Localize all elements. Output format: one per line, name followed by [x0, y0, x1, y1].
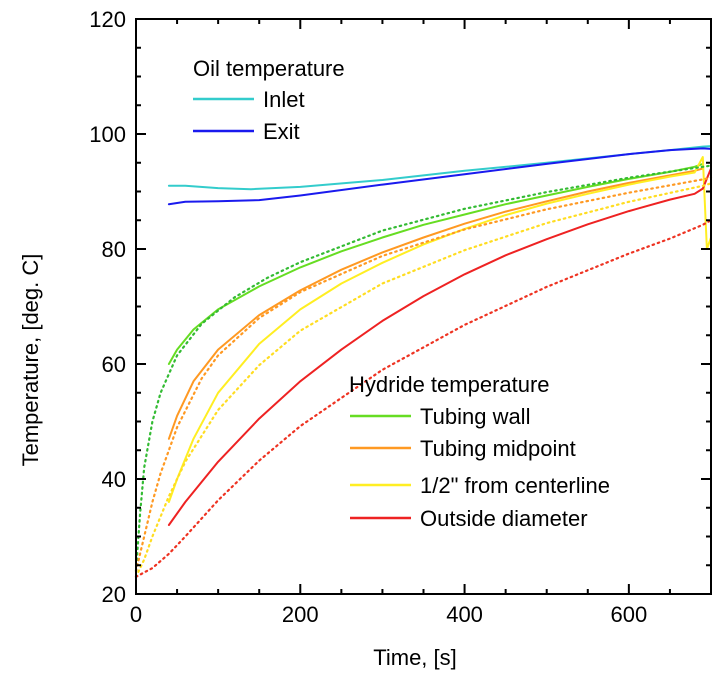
- y-axis-label: Temperature, [deg. C]: [18, 254, 43, 467]
- y-tick-label: 40: [102, 467, 126, 492]
- y-tick-label: 80: [102, 237, 126, 262]
- y-tick-label: 100: [89, 122, 126, 147]
- legend-label-outside-diameter: Outside diameter: [420, 506, 588, 531]
- x-axis-label: Time, [s]: [373, 645, 457, 670]
- series-line-tubing-wall: [167, 162, 704, 365]
- series-line-tubing-midpoint-model: [134, 176, 713, 573]
- series-line-1-2-from-centerline-model: [134, 182, 713, 578]
- legend-hydride-temperature: Hydride temperature Tubing wall Tubing m…: [349, 372, 610, 531]
- series-line-outside-diameter: [167, 167, 712, 526]
- series-line-tubing-wall-model: [134, 164, 713, 573]
- tick-labels-layer: 0 200 400 600 20 40 60 80 100 120: [89, 7, 647, 627]
- legend-hydride-title: Hydride temperature: [349, 372, 550, 397]
- ticks-layer: [135, 18, 712, 595]
- x-tick-label: 0: [130, 602, 142, 627]
- series-line-outside-diameter-model: [134, 219, 713, 578]
- legend-label-centerline: 1/2" from centerline: [420, 473, 610, 498]
- legend-label-inlet: Inlet: [263, 87, 305, 112]
- series-lines-layer: [134, 145, 713, 578]
- legend-label-exit: Exit: [263, 119, 300, 144]
- x-tick-label: 600: [610, 602, 647, 627]
- x-tick-label: 200: [282, 602, 319, 627]
- legend-label-tubing-midpoint: Tubing midpoint: [420, 436, 576, 461]
- series-line-tubing-midpoint: [167, 167, 704, 440]
- series-line-exit: [167, 147, 712, 206]
- legend-oil-title: Oil temperature: [193, 56, 345, 81]
- legend-label-tubing-wall: Tubing wall: [420, 404, 530, 429]
- y-tick-label: 120: [89, 7, 126, 32]
- legend-oil-temperature: Oil temperature Inlet Exit: [193, 56, 345, 144]
- y-tick-label: 20: [102, 582, 126, 607]
- x-tick-label: 400: [446, 602, 483, 627]
- y-tick-label: 60: [102, 352, 126, 377]
